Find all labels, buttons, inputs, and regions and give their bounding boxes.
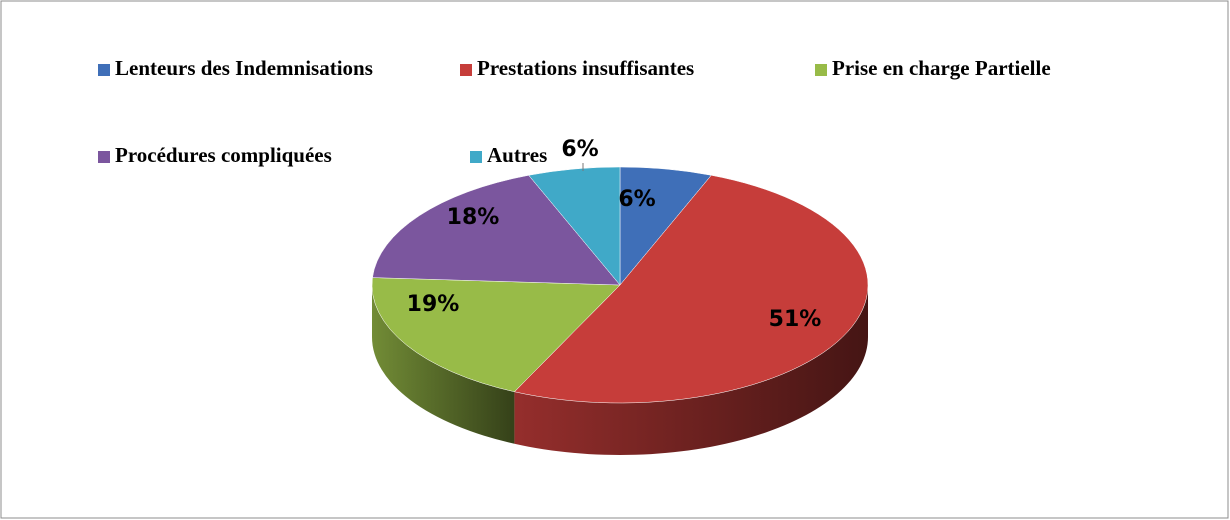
legend-swatch: [470, 151, 482, 163]
legend-label: Lenteurs des Indemnisations: [115, 56, 373, 80]
pie-side: [514, 285, 868, 455]
legend-swatch: [460, 64, 472, 76]
pie-slice: [372, 175, 621, 286]
data-label: 19%: [407, 292, 460, 317]
data-label: 51%: [769, 307, 822, 332]
legend-swatch: [98, 151, 110, 163]
legend-label: Prestations insuffisantes: [477, 56, 694, 80]
legend-swatch: [98, 64, 110, 76]
data-label: 6%: [618, 187, 655, 212]
legend-label: Prise en charge Partielle: [832, 56, 1051, 80]
legend-swatch: [815, 64, 827, 76]
data-label: 6%: [561, 137, 598, 162]
pie-slice: [528, 166, 621, 286]
data-label: 18%: [447, 205, 500, 230]
pie-slice: [371, 277, 621, 393]
pie-slice: [513, 175, 869, 404]
legend-label: Autres: [487, 143, 547, 167]
legend-label: Procédures compliquées: [115, 143, 332, 167]
pie-side: [372, 285, 515, 444]
